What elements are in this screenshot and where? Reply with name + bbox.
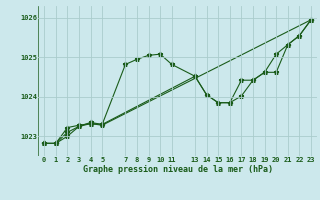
X-axis label: Graphe pression niveau de la mer (hPa): Graphe pression niveau de la mer (hPa) [83, 165, 273, 174]
